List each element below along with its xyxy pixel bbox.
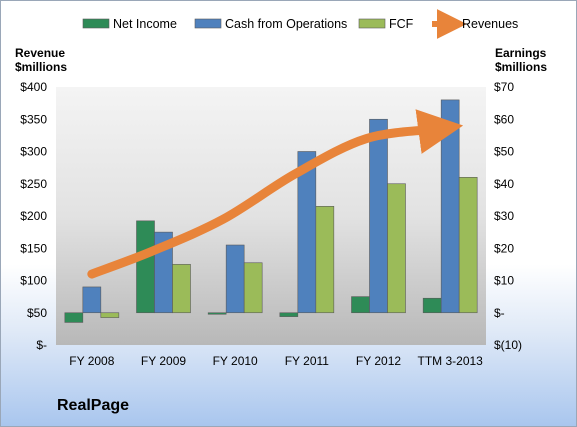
legend-label-net-income: Net Income (113, 17, 177, 31)
bar-fcf (172, 264, 191, 314)
left-tick-label: $- (36, 338, 47, 352)
right-tick-label: $- (494, 306, 505, 320)
left-tick-label: $250 (20, 177, 47, 191)
left-tick-label: $400 (20, 80, 47, 94)
bar-fcf (387, 183, 406, 314)
plot-area (56, 87, 486, 345)
x-tick-label: FY 2008 (69, 354, 114, 368)
bar-net-income (207, 312, 227, 315)
left-tick-label: $150 (20, 241, 47, 255)
x-tick-label: FY 2009 (141, 354, 186, 368)
right-tick-label: $70 (494, 80, 514, 94)
right-axis-title-line2: $millions (495, 60, 547, 74)
legend-label-revenues: Revenues (462, 17, 518, 31)
revenue-point (366, 138, 367, 140)
right-tick-label: $30 (494, 209, 514, 223)
bar-fcf (315, 206, 335, 314)
revenue-point (91, 273, 93, 275)
ticks-group: $- $50 $100 $150 $200 $250 $300 $350 $400 $(10) $-… (20, 80, 522, 368)
revenue-point (437, 128, 439, 130)
bar-net-income (279, 312, 299, 317)
right-axis-title-line1: Earnings (495, 46, 547, 60)
left-tick-label: $100 (20, 274, 47, 288)
right-tick-label: $10 (494, 274, 514, 288)
x-tick-label: FY 2011 (285, 354, 330, 368)
left-axis-title-line1: Revenue (15, 46, 65, 60)
bar-net-income (136, 220, 155, 314)
legend-swatch-net-income (82, 18, 110, 29)
right-tick-label: $20 (494, 241, 514, 255)
left-tick-label: $200 (20, 209, 47, 223)
legend-swatch-fcf (358, 18, 386, 29)
revenue-point (294, 173, 296, 175)
right-tick-label: $(10) (494, 338, 522, 352)
legend-label-cash-from-operations: Cash from Operations (225, 17, 347, 31)
left-axis-title-line2: $millions (15, 60, 67, 74)
legend-swatch-cash-from-operations (194, 18, 222, 29)
x-tick-label: TTM 3-2013 (417, 354, 483, 368)
bar-fcf (100, 312, 120, 318)
bar-cash-from-operations (369, 118, 388, 314)
bar-cash-from-operations (82, 286, 102, 314)
bar-cash-from-operations (225, 244, 245, 314)
left-tick-label: $50 (27, 306, 47, 320)
bar-net-income (422, 297, 442, 314)
company-name: RealPage (57, 397, 130, 414)
x-tick-label: FY 2012 (356, 354, 401, 368)
right-tick-label: $60 (494, 112, 514, 126)
bar-fcf (243, 262, 263, 314)
legend-label-fcf: FCF (389, 17, 414, 31)
legend: Net Income Cash from Operations FCF Revenue… (82, 9, 518, 39)
left-tick-label: $300 (20, 145, 47, 159)
revenue-point (222, 218, 224, 220)
right-tick-label: $50 (494, 145, 514, 159)
x-tick-label: FY 2010 (213, 354, 258, 368)
left-tick-label: $350 (20, 112, 47, 126)
bar-net-income (351, 296, 370, 314)
revenue-line-group (87, 109, 464, 279)
bar-cash-from-operations (440, 99, 460, 314)
revenue-point (151, 250, 152, 252)
bar-net-income (64, 312, 84, 323)
bar-fcf (458, 177, 478, 314)
right-tick-label: $40 (494, 177, 514, 191)
